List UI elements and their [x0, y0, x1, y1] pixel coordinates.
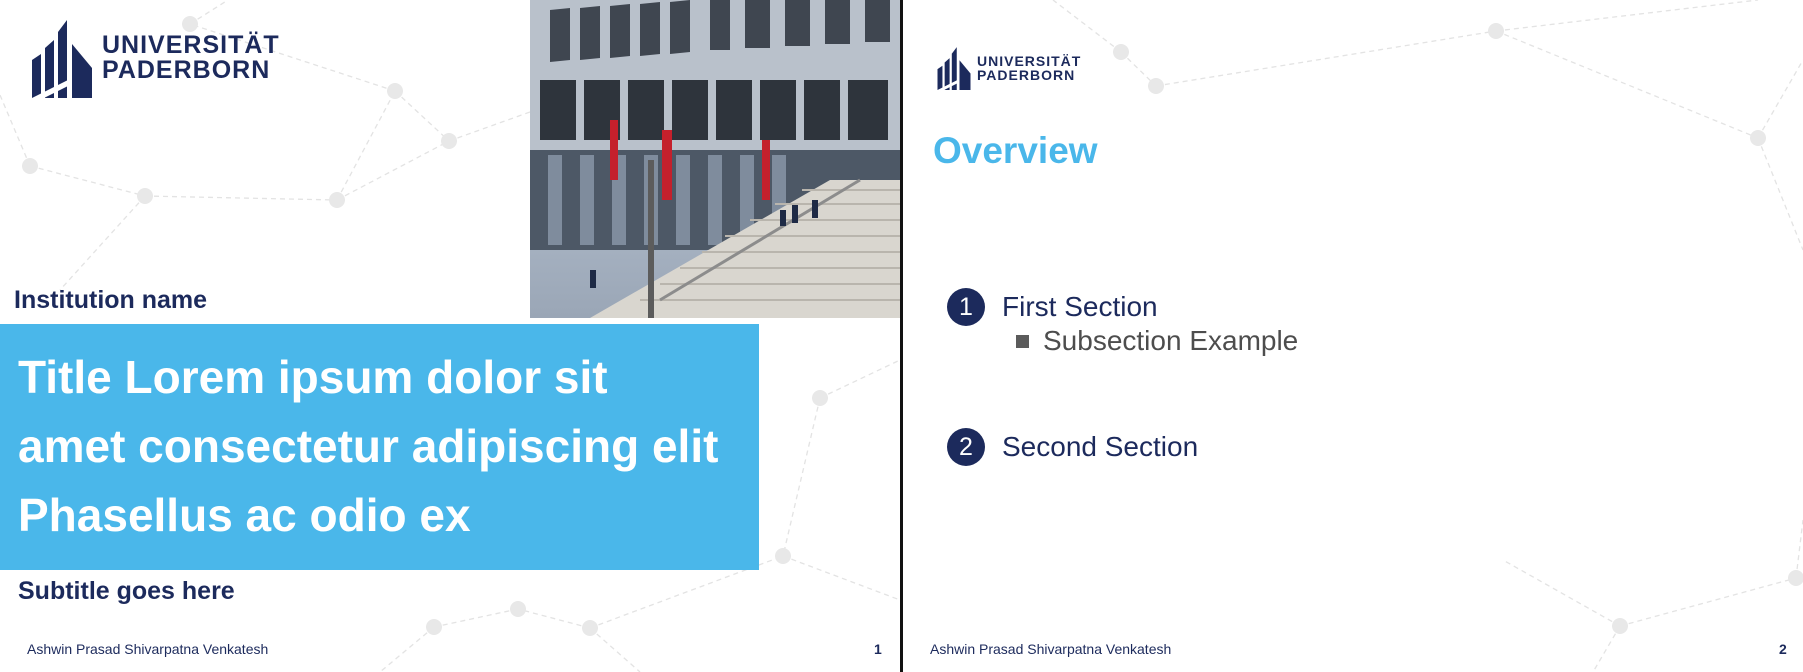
overview-title: Overview [933, 130, 1098, 171]
logo-text-line1: UNIVERSITÄT [977, 52, 1082, 69]
university-logo: UNIVERSITÄT PADERBORN [32, 18, 280, 98]
toc-subsection[interactable]: Subsection Example [1016, 325, 1298, 357]
section-label: Second Section [1002, 431, 1199, 462]
institution-name: Institution name [14, 286, 208, 314]
campus-building-photo [530, 0, 900, 318]
network-background [1052, 0, 1803, 672]
footer-author: Ashwin Prasad Shivarpatna Venkatesh [930, 641, 1172, 657]
page-number: 2 [1779, 641, 1787, 657]
university-logo-mark-icon [937, 47, 971, 90]
title-line-2: amet consectetur adipiscing elit [18, 420, 719, 472]
logo-text-line1: UNIVERSITÄT [102, 30, 280, 59]
subtitle: Subtitle goes here [18, 577, 235, 605]
slide-divider [900, 0, 903, 672]
square-bullet-icon [1016, 334, 1029, 348]
footer-author: Ashwin Prasad Shivarpatna Venkatesh [27, 641, 269, 657]
logo-text-line2: PADERBORN [102, 56, 271, 84]
network-background [0, 0, 900, 672]
section-number-badge: 2 [947, 428, 985, 466]
university-logo: UNIVERSITÄT PADERBORN [937, 46, 1081, 90]
title-slide: UNIVERSITÄT PADERBORN [0, 0, 900, 672]
section-number-badge: 1 [947, 288, 985, 326]
subsection-label: Subsection Example [1043, 325, 1299, 356]
title-line-1: Title Lorem ipsum dolor sit [18, 351, 608, 403]
university-logo-mark-icon [32, 20, 92, 98]
overview-slide: UNIVERSITÄT PADERBORN Overview 1 First S… [903, 0, 1803, 672]
toc-section-2[interactable]: 2 Second Section [947, 428, 1198, 466]
toc-section-1[interactable]: 1 First Section [947, 288, 1158, 326]
title-line-3: Phasellus ac odio ex [18, 489, 471, 541]
logo-text-line2: PADERBORN [977, 67, 1076, 83]
section-label: First Section [1002, 291, 1158, 322]
title-box: Title Lorem ipsum dolor sit amet consect… [0, 324, 759, 570]
page-number: 1 [874, 641, 882, 657]
